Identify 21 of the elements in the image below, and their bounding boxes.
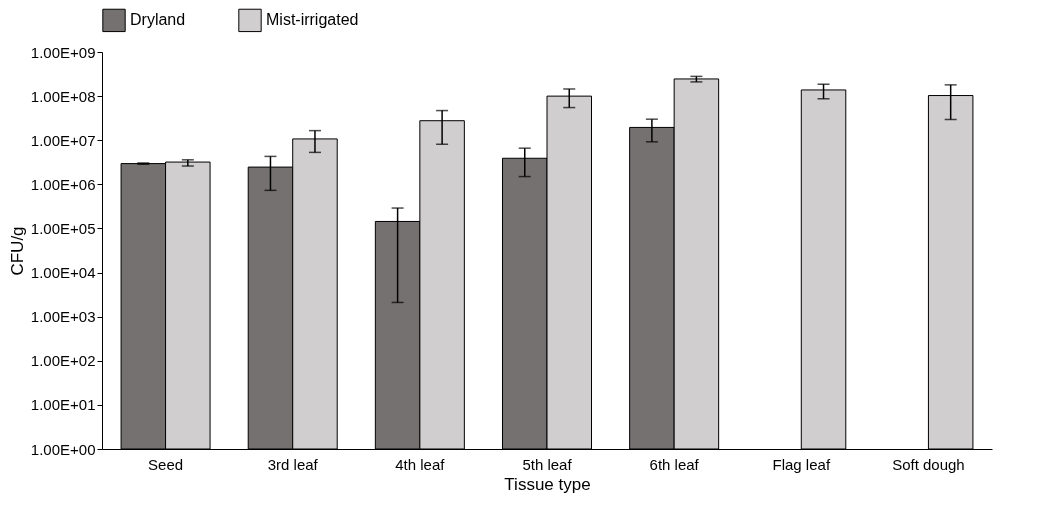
y-tick-label: 1.00E+08 [30,87,96,105]
y-tick-label: 1.00E+05 [30,219,96,237]
y-tick-label: 1.00E+04 [30,264,96,282]
legend-label: Mist-irrigated [266,11,359,29]
x-tick-label: 6th leaf [649,455,700,473]
y-tick-label: 1.00E+01 [30,396,96,414]
y-tick-label: 1.00E+00 [30,440,96,458]
x-axis-title: Tissue type [504,474,591,494]
x-tick-label: 3rd leaf [267,455,319,473]
y-tick-label: 1.00E+09 [30,43,96,61]
x-tick-label: 5th leaf [522,455,573,473]
y-tick-label: 1.00E+07 [30,131,96,149]
y-tick-label: 1.00E+06 [30,175,96,193]
y-axis-title: CFU/g [7,226,27,276]
x-tick-label: Flag leaf [772,455,831,473]
x-tick-label: Seed [148,455,184,473]
x-tick-label: 4th leaf [395,455,446,473]
y-tick-label: 1.00E+02 [30,352,96,370]
y-tick-label: 1.00E+03 [30,308,96,326]
legend-label: Dryland [130,11,186,29]
x-tick-label: Soft dough [892,455,965,473]
